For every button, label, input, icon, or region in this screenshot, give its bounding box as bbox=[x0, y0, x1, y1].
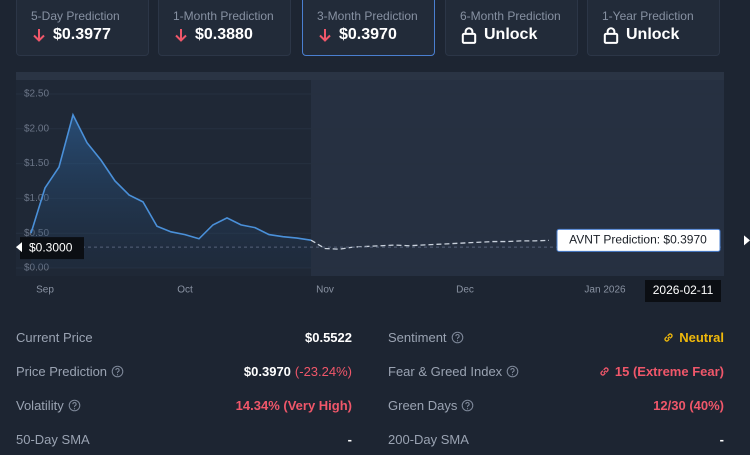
x-tick-label: Jan 2026 bbox=[584, 285, 626, 296]
info-icon bbox=[451, 331, 463, 343]
stat-row: 200-Day SMA - bbox=[388, 429, 724, 449]
card-value: $0.3880 bbox=[173, 26, 253, 44]
arrow-icon bbox=[175, 29, 187, 42]
stat-value-text: Neutral bbox=[679, 329, 724, 345]
stat-row: Sentiment Neutral bbox=[388, 327, 724, 347]
x-tick-label: Sep bbox=[36, 285, 54, 296]
arrow-icon bbox=[33, 29, 45, 42]
crosshair-label: $0.3000 bbox=[29, 240, 73, 254]
info-icon bbox=[462, 399, 474, 411]
stat-label-text: Fear & Greed Index bbox=[388, 363, 503, 379]
prediction-card: 6-Month Prediction Unlock bbox=[445, 0, 578, 56]
stat-label-text: Volatility bbox=[16, 397, 64, 413]
stat-label: 200-Day SMA bbox=[388, 432, 469, 447]
stat-value: 12/30 (40%) bbox=[653, 398, 724, 413]
info-icon bbox=[111, 365, 124, 377]
card-label: 6-Month Prediction bbox=[460, 9, 561, 23]
date-label: 2026-02-11 bbox=[653, 283, 714, 297]
stat-row: Green Days 12/30 (40%) bbox=[388, 395, 724, 415]
prediction-card: 3-Month Prediction $0.3970 bbox=[302, 0, 435, 56]
stat-change: (-23.24%) bbox=[294, 363, 352, 379]
annotation: AVNT Prediction: $0.3970 bbox=[569, 233, 707, 247]
stat-label: Volatility bbox=[16, 398, 81, 413]
stat-label-text: Sentiment bbox=[388, 329, 447, 345]
date-label-bg bbox=[645, 280, 721, 302]
stat-row: 50-Day SMA - bbox=[16, 429, 352, 449]
stat-value-text: $0.3970 bbox=[243, 363, 291, 379]
stat-label-text: Price Prediction bbox=[16, 363, 108, 379]
lock-icon bbox=[461, 27, 477, 44]
x-tick-label: Oct bbox=[177, 285, 193, 296]
arrow-icon bbox=[319, 29, 331, 42]
top-strip bbox=[16, 72, 724, 80]
x-tick-label: Dec bbox=[456, 285, 474, 296]
card-value: Unlock bbox=[602, 26, 679, 44]
y-tick-label: $1.00 bbox=[24, 193, 49, 204]
annotation-bg bbox=[556, 228, 721, 252]
edge-marker bbox=[744, 235, 750, 246]
card-value-text: $0.3880 bbox=[195, 26, 253, 43]
card-value: $0.3970 bbox=[317, 26, 397, 44]
stat-label: Green Days bbox=[388, 398, 474, 413]
edge-marker bbox=[16, 242, 22, 253]
stat-label: 50-Day SMA bbox=[16, 432, 90, 447]
stat-row: Fear & Greed Index 15 (Extreme Fear) bbox=[388, 361, 724, 381]
stat-value: 15 (Extreme Fear) bbox=[598, 364, 724, 379]
stat-label: Sentiment bbox=[388, 330, 464, 345]
prediction-card: 1-Month Prediction $0.3880 bbox=[158, 0, 291, 56]
stat-row: Price Prediction $0.3970 (-23.24%) bbox=[16, 361, 352, 381]
area bbox=[31, 114, 311, 268]
card-value: Unlock bbox=[460, 26, 537, 44]
stat-value-text: 12/30 (40%) bbox=[653, 397, 724, 413]
info-icon bbox=[68, 399, 81, 411]
forecast-line bbox=[310, 239, 550, 250]
card-value-text: Unlock bbox=[626, 26, 680, 43]
y-tick-label: $1.50 bbox=[24, 158, 49, 169]
stat-value-text: $0.5522 bbox=[305, 329, 352, 345]
stat-value: - bbox=[348, 432, 352, 447]
card-value-text: Unlock bbox=[484, 26, 538, 43]
lock-icon bbox=[603, 27, 619, 44]
y-tick-label: $0.00 bbox=[24, 263, 49, 274]
crosshair-label-bg bbox=[20, 237, 84, 260]
card-value: $0.3977 bbox=[31, 26, 111, 44]
info-icon bbox=[506, 365, 519, 377]
stat-value-text: 15 (Extreme Fear) bbox=[614, 363, 724, 379]
stat-label: Current Price bbox=[16, 330, 93, 345]
card-label: 1-Year Prediction bbox=[602, 9, 694, 23]
prediction-card: 1-Year Prediction Unlock bbox=[587, 0, 720, 56]
x-tick-label: Nov bbox=[316, 285, 334, 296]
stat-value: $0.3970 (-23.24%) bbox=[244, 364, 352, 379]
prediction-card: 5-Day Prediction $0.3977 bbox=[16, 0, 149, 56]
y-tick-label: $2.00 bbox=[24, 123, 49, 134]
stat-value: $0.5522 bbox=[305, 330, 352, 345]
stat-label: Price Prediction bbox=[16, 364, 124, 379]
stat-label-text: Green Days bbox=[388, 397, 458, 413]
stat-value: 14.34% (Very High) bbox=[236, 398, 352, 413]
card-label: 1-Month Prediction bbox=[173, 9, 274, 23]
stat-label-text: 50-Day SMA bbox=[16, 431, 90, 447]
stat-value-text: - bbox=[719, 431, 724, 447]
stat-label: Fear & Greed Index bbox=[388, 364, 519, 379]
card-label: 3-Month Prediction bbox=[317, 9, 418, 23]
y-tick-label: $2.50 bbox=[24, 89, 49, 100]
stat-value: Neutral bbox=[662, 330, 724, 345]
chart: $0.00$0.50$1.00$1.50$2.00$2.50SepOctNovD… bbox=[16, 72, 750, 302]
stat-label-text: 200-Day SMA bbox=[388, 431, 469, 447]
link-icon bbox=[664, 332, 673, 342]
card-label: 5-Day Prediction bbox=[31, 9, 120, 23]
stat-row: Current Price $0.5522 bbox=[16, 327, 352, 347]
stat-label-text: Current Price bbox=[16, 329, 93, 345]
card-value-text: $0.3970 bbox=[339, 26, 397, 43]
stat-value-text: - bbox=[347, 431, 352, 447]
stat-value: - bbox=[720, 432, 724, 447]
link-icon bbox=[600, 366, 609, 376]
card-value-text: $0.3977 bbox=[53, 26, 111, 43]
stat-value-text: 14.34% (Very High) bbox=[235, 397, 352, 413]
stat-row: Volatility 14.34% (Very High) bbox=[16, 395, 352, 415]
price-line bbox=[30, 112, 312, 241]
